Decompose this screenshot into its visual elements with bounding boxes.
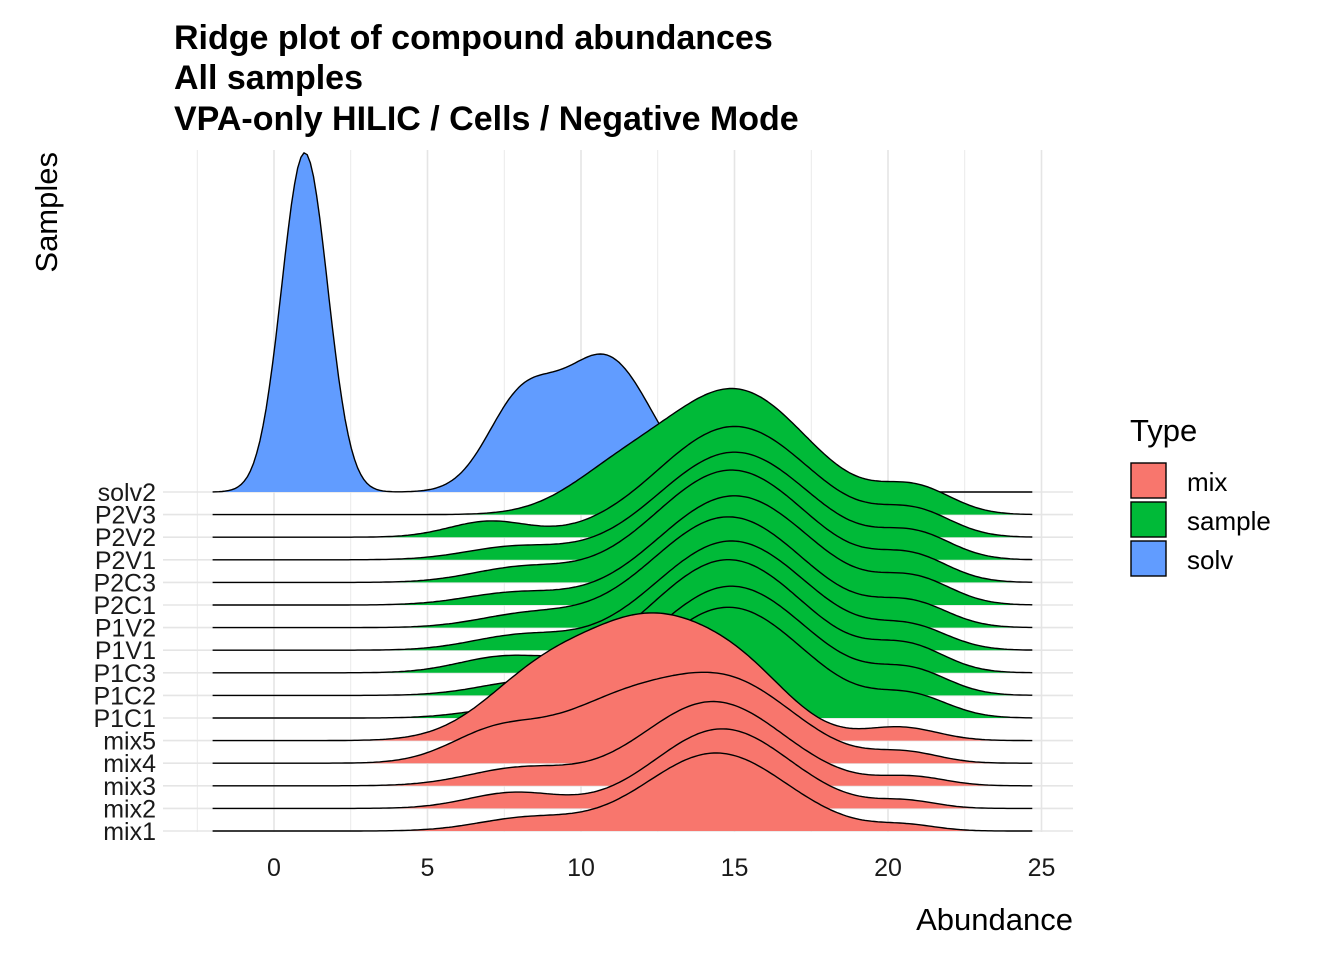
legend-label-sample: sample (1187, 506, 1271, 536)
ridge-solv2 (212, 152, 1033, 493)
y-tick-label-P1C3: P1C3 (93, 660, 156, 688)
x-tick-label-20: 20 (874, 854, 902, 882)
ridge-line-P2V3 (212, 387, 1033, 516)
chart-title: Ridge plot of compound abundances All sa… (174, 19, 799, 138)
title-line-3: VPA-only HILIC / Cells / Negative Mode (174, 100, 799, 138)
y-tick-labels: mix1mix2mix3mix4mix5P1C1P1C2P1C3P1V1P1V2… (93, 479, 156, 846)
legend-title: Type (1130, 413, 1197, 448)
ridges (212, 152, 1033, 832)
ridge-mix5 (212, 612, 1033, 742)
y-tick-label-P2C3: P2C3 (93, 569, 156, 597)
x-tick-labels: 0 5 10 15 20 25 (267, 854, 1055, 882)
title-line-2: All samples (174, 59, 363, 97)
x-tick-label-25: 25 (1028, 854, 1056, 882)
y-axis-title: Samples (29, 152, 64, 273)
y-tick-label-solv2: solv2 (98, 479, 156, 507)
ridge-line-mix1 (212, 752, 1033, 832)
x-tick-label-0: 0 (267, 854, 281, 882)
ridge-line-P2C1 (212, 495, 1033, 606)
legend: Type mix sample solv (1130, 413, 1271, 577)
y-tick-label-P1V2: P1V2 (95, 615, 156, 643)
x-tick-label-5: 5 (421, 854, 435, 882)
y-tick-label-P2V2: P2V2 (95, 524, 156, 552)
x-tick-label-10: 10 (567, 854, 595, 882)
y-tick-label-P2V3: P2V3 (95, 502, 156, 530)
ridge-fill-mix1 (212, 753, 1033, 831)
ridge-mix1 (212, 752, 1033, 832)
legend-swatch-mix (1130, 462, 1167, 499)
ridge-line-mix5 (212, 612, 1033, 742)
y-tick-label-P2C1: P2C1 (93, 592, 156, 620)
legend-item-sample: sample (1130, 501, 1271, 538)
ridge-fill-mix3 (212, 701, 1033, 786)
legend-items: mix sample solv (1130, 462, 1271, 577)
legend-item-mix: mix (1130, 462, 1227, 499)
ridge-line-mix3 (212, 700, 1033, 787)
ridge-line-P2V2 (212, 425, 1033, 538)
legend-swatch-sample (1130, 501, 1167, 538)
y-tick-label-mix2: mix2 (103, 795, 156, 823)
y-tick-label-mix5: mix5 (103, 728, 156, 756)
ridge-mix3 (212, 700, 1033, 787)
ridge-line-P2V1 (212, 451, 1033, 561)
title-line-1: Ridge plot of compound abundances (174, 19, 773, 57)
y-tick-label-P1C1: P1C1 (93, 705, 156, 733)
y-tick-label-P1C2: P1C2 (93, 682, 156, 710)
ridge-line-P1V1 (212, 540, 1033, 651)
y-tick-label-mix3: mix3 (103, 773, 156, 801)
ridge-mix4 (212, 671, 1033, 764)
x-axis-title: Abundance (916, 902, 1073, 937)
ridge-line-mix4 (212, 671, 1033, 764)
y-tick-label-mix1: mix1 (103, 818, 156, 846)
y-tick-label-mix4: mix4 (103, 750, 156, 778)
ridge-line-P1V2 (212, 516, 1033, 629)
y-tick-label-P2V1: P2V1 (95, 547, 156, 575)
ridge-line-mix2 (212, 728, 1033, 810)
legend-label-mix: mix (1187, 467, 1227, 497)
ridge-fill-solv2 (212, 152, 1033, 493)
ridge-fill-mix2 (212, 728, 1033, 809)
legend-swatch-solv (1130, 540, 1167, 577)
ridge-mix2 (212, 728, 1033, 810)
ridge-fill-P1C1 (212, 607, 1033, 718)
ridge-fill-mix4 (212, 672, 1033, 764)
legend-item-solv: solv (1130, 540, 1233, 577)
ridge-line-P2C3 (212, 469, 1033, 584)
y-tick-label-P1V1: P1V1 (95, 637, 156, 665)
ridge-fill-mix5 (212, 612, 1033, 741)
legend-label-solv: solv (1187, 545, 1233, 575)
x-tick-label-15: 15 (721, 854, 749, 882)
